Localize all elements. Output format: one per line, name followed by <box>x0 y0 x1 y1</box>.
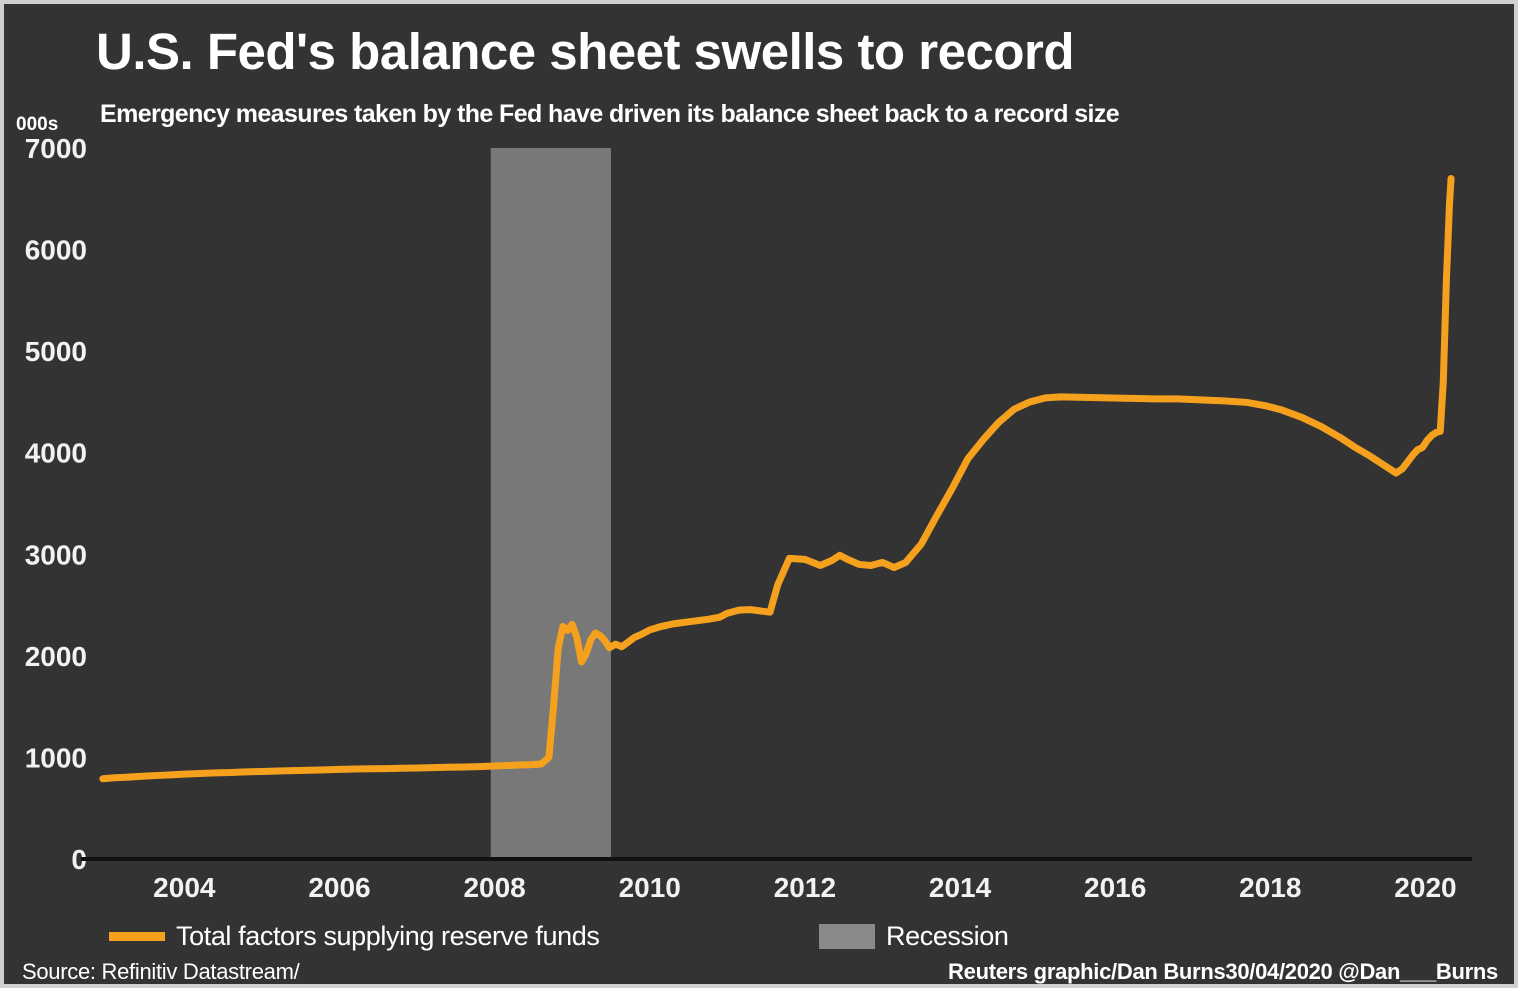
legend-item-series[interactable]: Total factors supplying reserve funds <box>109 914 600 958</box>
chart-title: U.S. Fed's balance sheet swells to recor… <box>96 23 1074 80</box>
y-axis-tick-label: 2000 <box>25 641 87 672</box>
x-axis-tick-label: 2018 <box>1239 872 1301 903</box>
legend-box-swatch-icon <box>819 923 875 949</box>
x-axis-tick-label: 2004 <box>153 872 216 903</box>
legend-line-swatch-icon <box>109 931 165 941</box>
series-line <box>99 174 1455 783</box>
y-axis-tick-label: 1000 <box>25 742 87 773</box>
y-axis-tick-label: 6000 <box>25 235 87 266</box>
y-axis-tick-label: 3000 <box>25 539 87 570</box>
chart-subtitle: Emergency measures taken by the Fed have… <box>100 100 1120 128</box>
y-axis-tick-label: 7000 <box>25 133 87 164</box>
x-axis-tick-label: 2010 <box>619 872 681 903</box>
x-axis-tick-label: 2008 <box>463 872 525 903</box>
y-axis-tick-label: 4000 <box>25 438 87 469</box>
series-line-group <box>99 174 1455 783</box>
legend-recession-label: Recession <box>886 920 1009 951</box>
y-axis-unit-label: 000s <box>16 114 59 135</box>
x-axis-tick-label: 2012 <box>774 872 836 903</box>
y-axis-tick-labels: 0 1000 2000 3000 4000 5000 6000 7000 <box>25 133 87 875</box>
x-axis-tick-label: 2006 <box>308 872 370 903</box>
y-axis-tick-label: 5000 <box>25 336 87 367</box>
source-note: Source: Refinitiv Datastream/ <box>22 959 300 984</box>
x-axis-tick-labels: 2004 2006 2008 2010 2012 2014 2016 2018 2020 <box>153 872 1456 903</box>
credit-note: Reuters graphic/Dan Burns30/04/2020 @Dan… <box>948 959 1498 984</box>
legend-series-label: Total factors supplying reserve funds <box>176 920 600 951</box>
x-axis-tick-label: 2020 <box>1394 872 1456 903</box>
chart-legend: Total factors supplying reserve funds Re… <box>4 914 1514 958</box>
y-axis-tick-label: 0 <box>71 844 87 875</box>
x-axis-tick-label: 2014 <box>929 872 992 903</box>
x-axis-tick-label: 2016 <box>1084 872 1146 903</box>
legend-item-recession[interactable]: Recession <box>819 914 1009 958</box>
